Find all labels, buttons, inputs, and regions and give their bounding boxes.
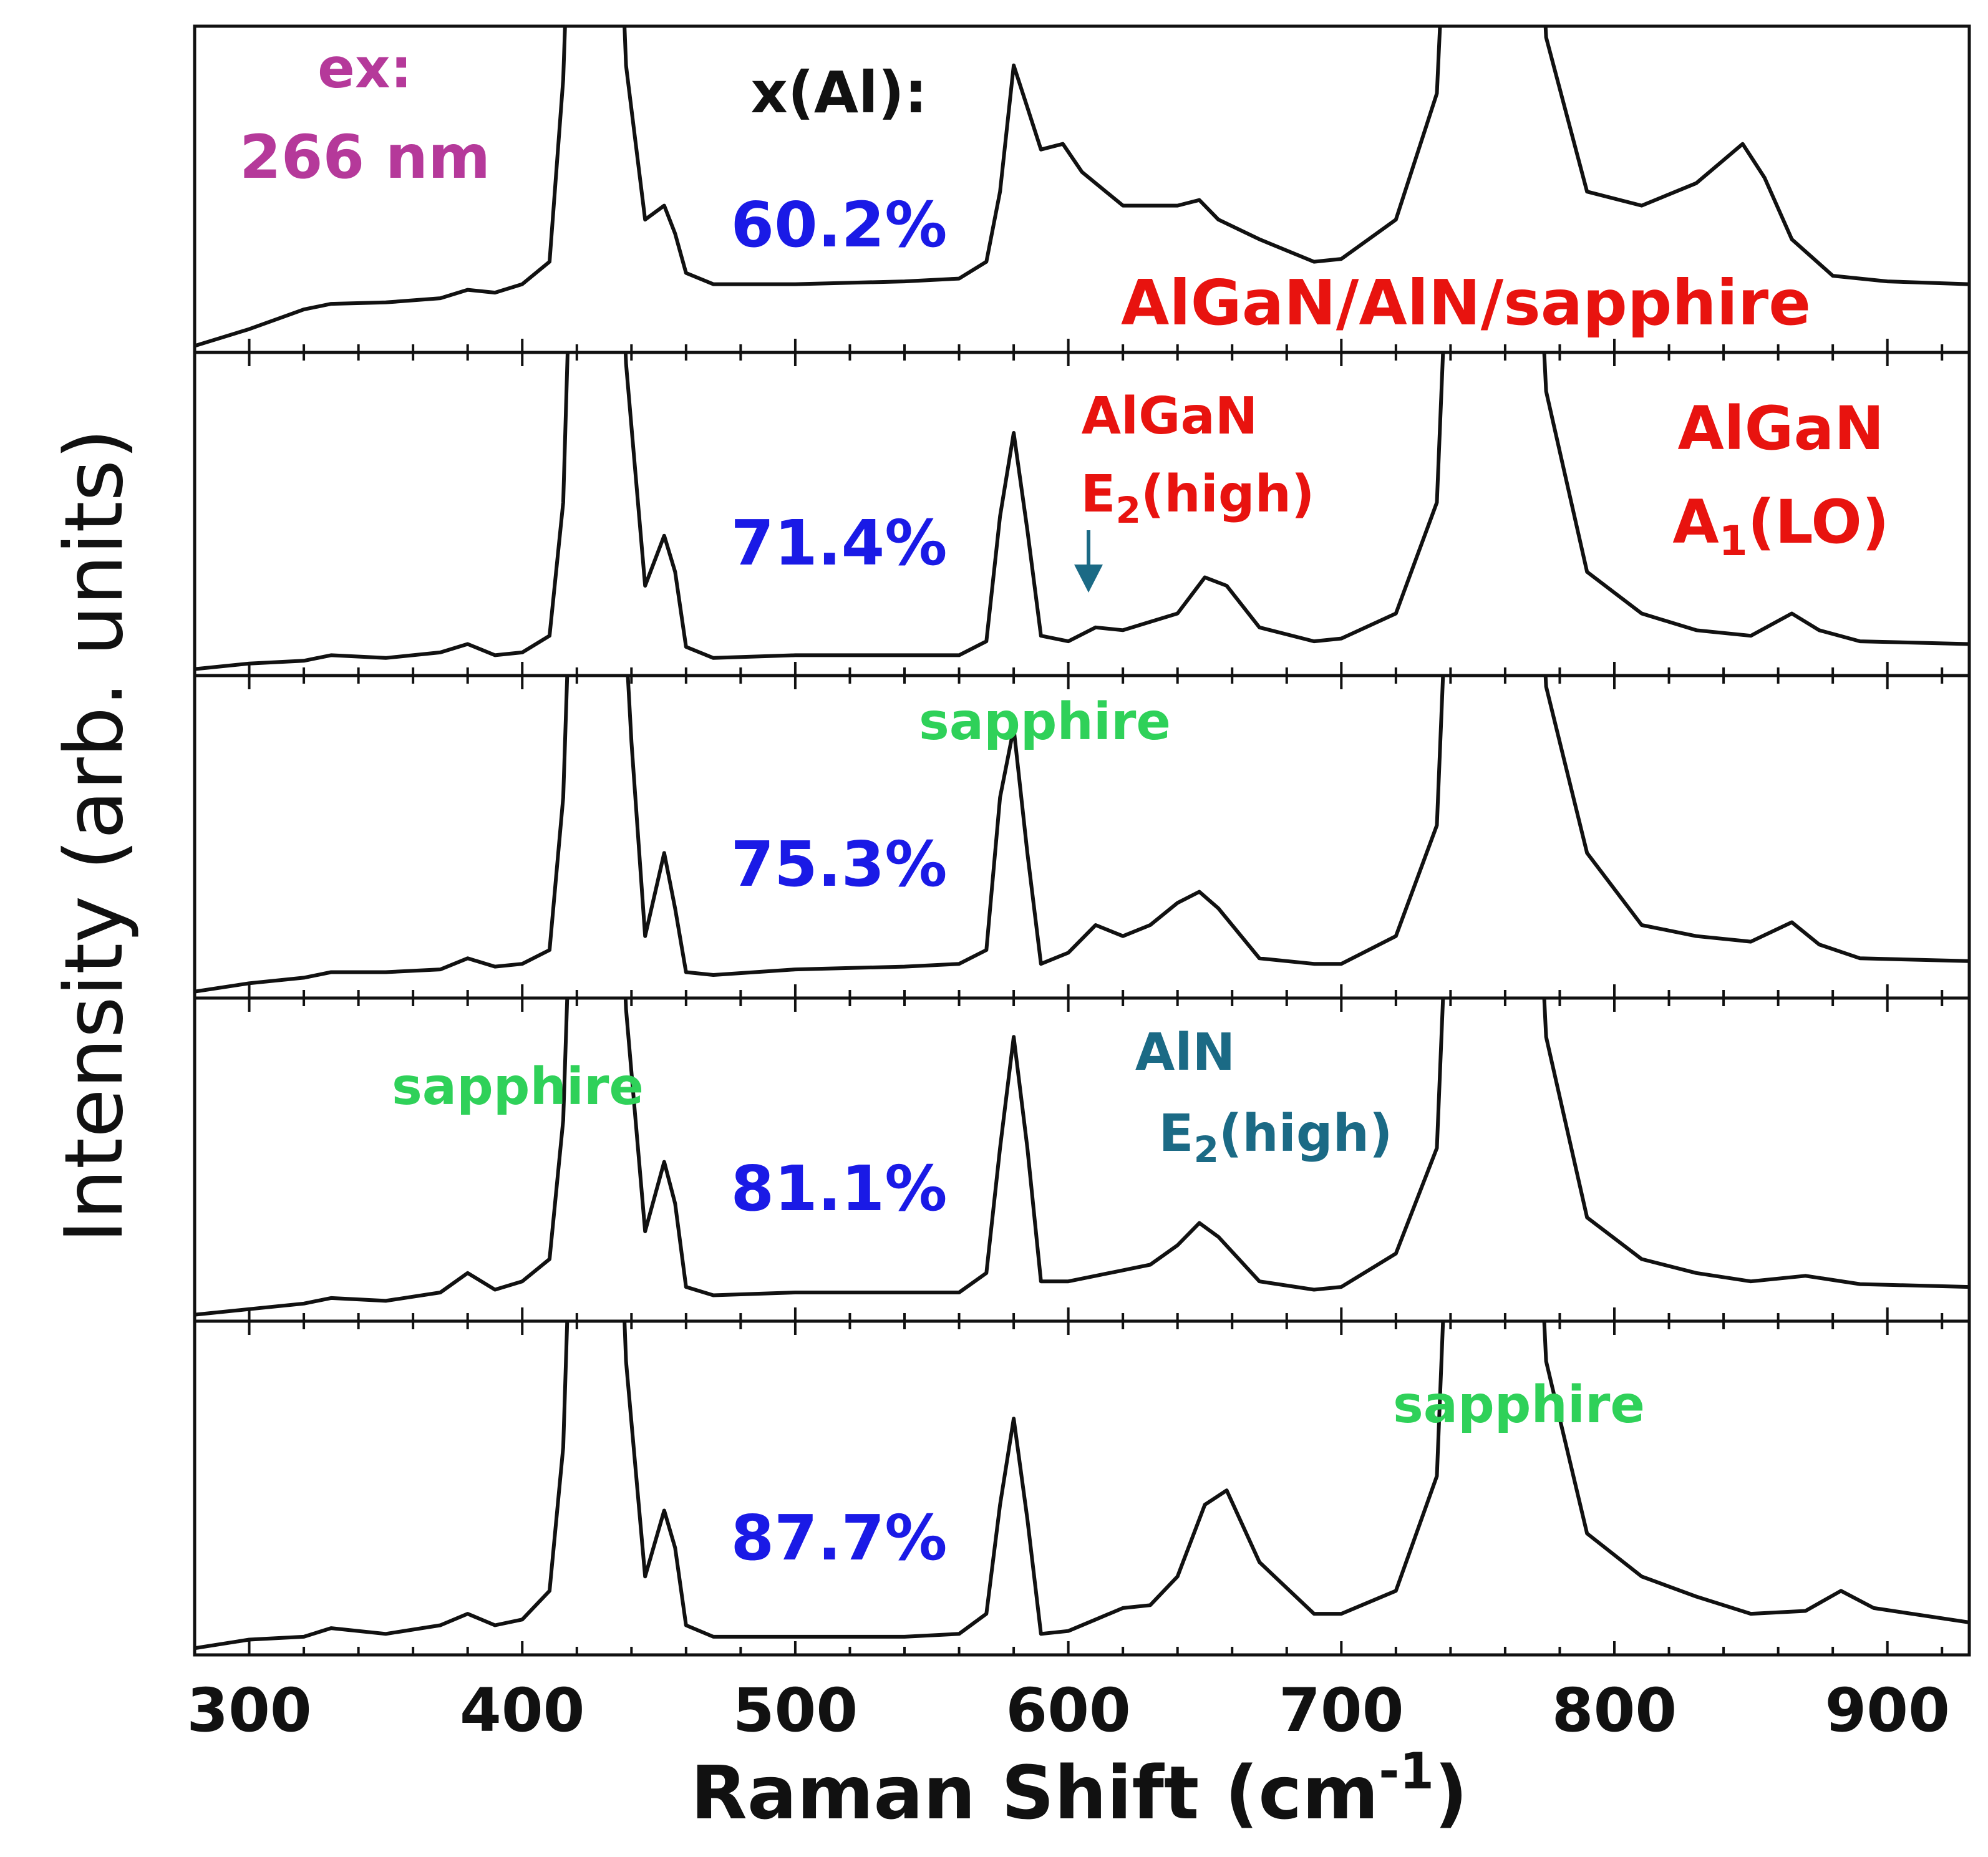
x-axis-title-close: ): [1434, 1750, 1468, 1836]
spectrum-line-81.1pct: [195, 998, 1969, 1317]
series-label-81.1pct: 81.1%: [731, 1152, 948, 1225]
algan-e2-rest: (high): [1141, 465, 1315, 524]
algan-e2-main: E: [1081, 465, 1116, 524]
series-label-71.4pct: 71.4%: [731, 507, 948, 579]
series-label-60.2pct: 60.2%: [731, 188, 948, 261]
aln-e2-rest: (high): [1219, 1104, 1393, 1163]
x-tick-label-700: 700: [1279, 1675, 1404, 1745]
spectrum-line-60.2pct: [195, 26, 1969, 348]
sapphire-label-panel3: sapphire: [919, 692, 1171, 752]
panel-frame-5: [193, 1319, 1971, 1657]
spectrum-line-87.7pct: [195, 1321, 1969, 1651]
aln-e2-main: E: [1159, 1104, 1194, 1163]
x-tick-label-400: 400: [460, 1675, 584, 1745]
panels-group: [193, 24, 1971, 1657]
x-axis-title-sup: -1: [1379, 1742, 1434, 1800]
spectrum-line-75.3pct: [195, 676, 1969, 994]
y-axis-title: Intensity (arb. units): [48, 429, 141, 1243]
algan-a1-label-line2: A1(LO): [1672, 487, 1889, 565]
algan-a1-main: A: [1672, 487, 1719, 557]
x-axis-title: Raman Shift (cm-1): [691, 1742, 1468, 1836]
x-tick-label-800: 800: [1552, 1675, 1677, 1745]
series-label-75.3pct: 75.3%: [731, 828, 948, 901]
spectrum-line-71.4pct: [195, 352, 1969, 671]
x-tick-label-600: 600: [1006, 1675, 1130, 1745]
x-axis-title-main: Raman Shift (cm: [691, 1750, 1379, 1836]
algan-e2-label-line1: AlGaN: [1082, 387, 1258, 446]
series-label-87.7pct: 87.7%: [731, 1501, 948, 1574]
algan-a1-label-line1: AlGaN: [1677, 394, 1884, 463]
algan-a1-sub: 1: [1719, 517, 1748, 565]
down-arrow-icon: [1074, 530, 1103, 593]
ex-value: 266 nm: [240, 122, 490, 192]
ex-label: ex:: [318, 36, 412, 100]
algan-a1-rest: (LO): [1748, 487, 1889, 557]
algan-e2-sub: 2: [1116, 489, 1141, 531]
sapphire-label-panel5: sapphire: [1393, 1375, 1645, 1435]
algan-e2-label-line2: E2(high): [1081, 465, 1315, 531]
aln-label-line2: E2(high): [1159, 1104, 1393, 1171]
x-tick-label-500: 500: [733, 1675, 858, 1745]
curves-group: 60.2% 71.4% 75.3% 81.1% 87.7%: [195, 26, 1969, 1651]
x-tick-label-300: 300: [187, 1675, 311, 1745]
aln-label-line1: AlN: [1135, 1023, 1235, 1082]
aln-e2-sub: 2: [1194, 1128, 1219, 1171]
sapphire-label-panel4: sapphire: [392, 1057, 644, 1117]
structure-label: AlGaN/AlN/sapphire: [1121, 266, 1811, 339]
x-axis-ticks: 300 400 500 600 700 800 900: [187, 1675, 1950, 1745]
x-tick-label-900: 900: [1825, 1675, 1949, 1745]
x-al-label: x(Al):: [751, 59, 928, 126]
